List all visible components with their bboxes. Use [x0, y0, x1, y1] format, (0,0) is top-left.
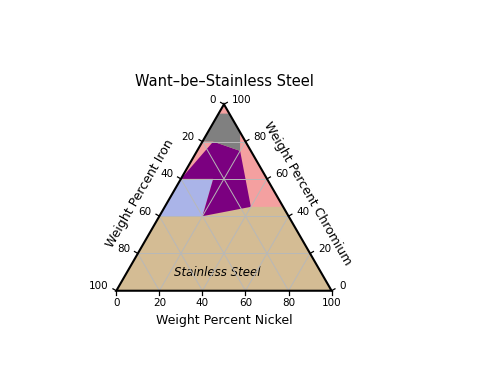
Text: Weight Percent Iron: Weight Percent Iron [104, 137, 176, 250]
Polygon shape [181, 142, 251, 216]
Text: 60: 60 [239, 298, 252, 308]
Text: 40: 40 [160, 169, 173, 179]
Text: 0: 0 [113, 298, 119, 308]
Text: 60: 60 [138, 207, 151, 217]
Text: Weight Percent Chromium: Weight Percent Chromium [262, 119, 354, 267]
Text: 80: 80 [282, 298, 295, 308]
Text: 0: 0 [340, 281, 346, 291]
Text: 20: 20 [182, 132, 194, 142]
Polygon shape [116, 142, 332, 291]
Text: 80: 80 [254, 132, 266, 142]
Polygon shape [202, 114, 240, 151]
Text: Want–be–Stainless Steel: Want–be–Stainless Steel [134, 74, 314, 89]
Text: 20: 20 [318, 244, 331, 254]
Text: Stainless Steel: Stainless Steel [174, 266, 261, 279]
Text: 40: 40 [196, 298, 209, 308]
Polygon shape [116, 104, 332, 291]
Text: 60: 60 [275, 169, 288, 179]
Text: 0: 0 [210, 95, 216, 105]
Text: 20: 20 [153, 298, 166, 308]
Text: 100: 100 [322, 298, 342, 308]
Text: Weight Percent Nickel: Weight Percent Nickel [156, 314, 292, 328]
Text: 40: 40 [296, 207, 310, 217]
Polygon shape [160, 104, 283, 216]
Text: 100: 100 [89, 281, 108, 291]
Text: 100: 100 [232, 95, 252, 105]
Text: 80: 80 [117, 244, 130, 254]
Polygon shape [160, 104, 224, 216]
